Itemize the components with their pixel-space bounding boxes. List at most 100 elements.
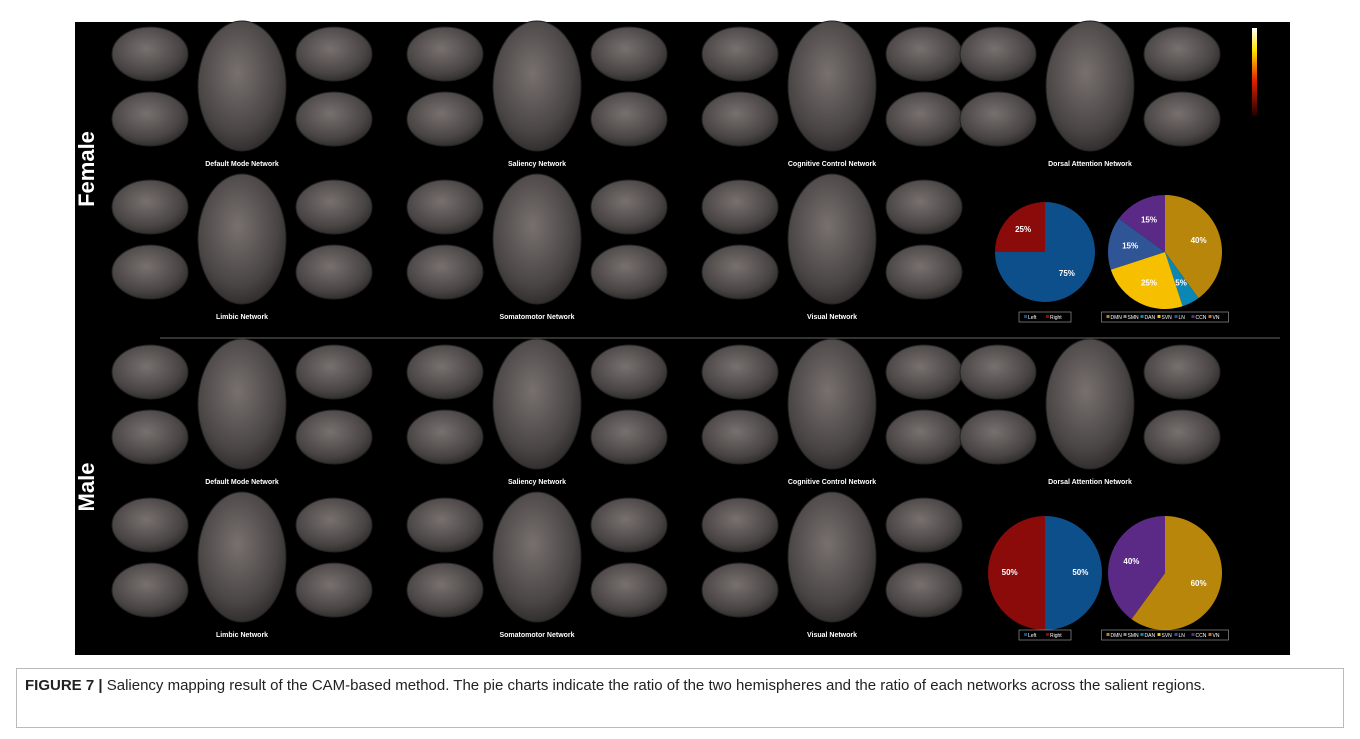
brain-image: [406, 91, 484, 147]
pie-slice: [1118, 195, 1165, 252]
brain-image: [885, 497, 963, 553]
network-title: Dorsal Attention Network: [1048, 161, 1132, 168]
network-title: Visual Network: [807, 632, 857, 639]
brain-image: [1045, 20, 1135, 152]
legend-swatch: [1046, 633, 1049, 636]
pie-slice: [995, 202, 1045, 252]
legend-swatch: [1191, 633, 1195, 636]
brain-image: [701, 91, 779, 147]
brain-image: [590, 26, 668, 82]
network-title: Visual Network: [807, 314, 857, 321]
brain-image: [295, 562, 373, 618]
brain-image: [959, 26, 1037, 82]
legend-label: Right: [1050, 633, 1062, 639]
brain-image: [406, 244, 484, 300]
brain-image: [1143, 91, 1221, 147]
legend-label: Left: [1028, 315, 1037, 321]
brain-image: [406, 26, 484, 82]
legend-swatch: [1140, 315, 1144, 318]
legend-label: LN: [1179, 633, 1186, 639]
pie-label: 50%: [1002, 568, 1018, 577]
brain-image: [295, 497, 373, 553]
brain-image: [197, 173, 287, 305]
legend-label: SVN: [1162, 315, 1173, 321]
brain-image: [701, 244, 779, 300]
brain-image: [295, 409, 373, 465]
pie-label: 40%: [1123, 557, 1139, 566]
pie-slice: [988, 516, 1045, 630]
brain-image: [111, 562, 189, 618]
brain-image: [295, 344, 373, 400]
pie-slice: [1045, 516, 1102, 630]
brain-image: [406, 409, 484, 465]
legend-swatch: [1123, 633, 1127, 636]
legend-label: CCN: [1196, 633, 1207, 639]
brain-image: [885, 179, 963, 235]
legend-swatch: [1024, 633, 1027, 636]
pie-slice: [1107, 218, 1165, 270]
brain-image: [701, 562, 779, 618]
legend-label: DMN: [1111, 315, 1123, 321]
legend-label: CCN: [1196, 315, 1207, 321]
legend-label: Right: [1050, 315, 1062, 321]
legend-swatch: [1157, 315, 1161, 318]
brain-image: [295, 26, 373, 82]
brain-image: [885, 344, 963, 400]
legend-swatch: [1123, 315, 1127, 318]
legend-swatch: [1106, 315, 1110, 318]
brain-image: [111, 26, 189, 82]
legend-box: [1018, 629, 1072, 641]
legend-swatch: [1174, 633, 1178, 636]
brain-image: [701, 497, 779, 553]
brain-image: [1143, 26, 1221, 82]
network-title: Somatomotor Network: [499, 632, 574, 639]
brain-image: [197, 338, 287, 470]
legend-swatch: [1191, 315, 1195, 318]
network-title: Saliency Network: [508, 161, 566, 168]
colorbar: [1252, 28, 1257, 116]
legend-swatch: [1106, 633, 1110, 636]
row-label: Male: [74, 463, 99, 512]
brain-image: [959, 91, 1037, 147]
brain-image: [1143, 409, 1221, 465]
network-title: Default Mode Network: [205, 479, 279, 486]
figure: Female Default Mode Network Saliency Netwo…: [74, 20, 1290, 655]
brain-image: [1143, 344, 1221, 400]
brain-image: [492, 173, 582, 305]
brain-image: [787, 338, 877, 470]
network-title: Dorsal Attention Network: [1048, 479, 1132, 486]
pie-label: 75%: [1059, 269, 1075, 278]
network-title: Somatomotor Network: [499, 314, 574, 321]
pie-slice: [1131, 516, 1222, 630]
brain-image: [406, 179, 484, 235]
network-title: Limbic Network: [216, 632, 268, 639]
brain-image: [197, 491, 287, 623]
brain-image: [787, 20, 877, 152]
pie-slice: [1165, 195, 1223, 299]
brain-image: [406, 497, 484, 553]
brain-image: [492, 491, 582, 623]
caption-label: FIGURE 7 |: [25, 677, 103, 694]
pie-label: 25%: [1015, 225, 1031, 234]
brain-image: [406, 344, 484, 400]
pie-label: 50%: [1072, 568, 1088, 577]
pie-label: 25%: [1141, 279, 1157, 288]
network-title: Cognitive Control Network: [788, 479, 876, 486]
brain-image: [590, 244, 668, 300]
brain-image: [701, 344, 779, 400]
brain-image: [885, 409, 963, 465]
legend-label: DAN: [1145, 315, 1156, 321]
pie-label: 5%: [1175, 279, 1187, 288]
brain-image: [590, 409, 668, 465]
legend-box: [1101, 629, 1229, 641]
brain-image: [701, 179, 779, 235]
brain-image: [295, 179, 373, 235]
brain-image: [701, 409, 779, 465]
legend-label: SMN: [1128, 633, 1140, 639]
caption: FIGURE 7 | Saliency mapping result of th…: [16, 668, 1344, 728]
legend-box: [1018, 311, 1072, 323]
brain-image: [295, 91, 373, 147]
brain-image: [197, 20, 287, 152]
brain-image: [590, 179, 668, 235]
